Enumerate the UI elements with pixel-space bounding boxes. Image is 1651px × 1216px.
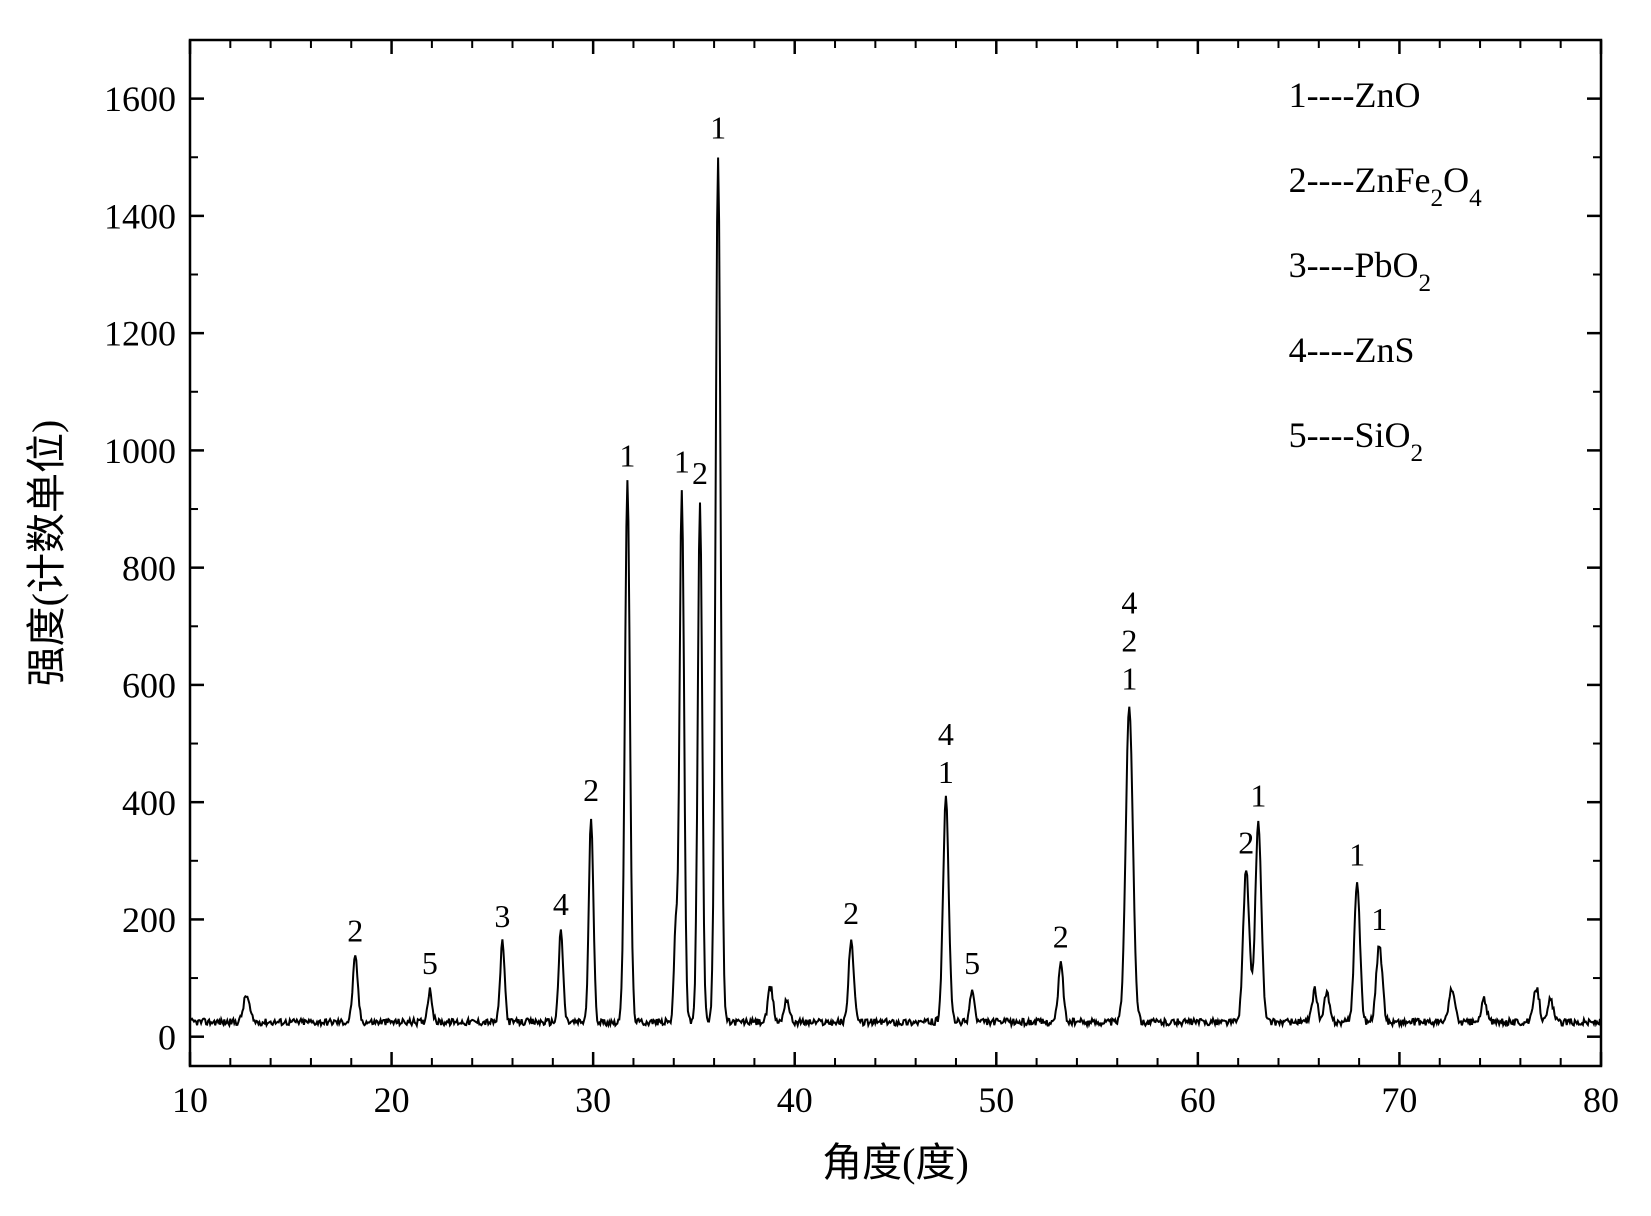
- peak-label: 1: [619, 438, 635, 474]
- svg-text:400: 400: [122, 783, 176, 823]
- peak-label: 1: [674, 444, 690, 480]
- peak-label: 2: [583, 772, 599, 808]
- peak-label: 4: [553, 886, 569, 922]
- peak-label: 1: [710, 109, 726, 145]
- svg-text:200: 200: [122, 900, 176, 940]
- svg-text:10: 10: [172, 1080, 208, 1120]
- peak-label: 5: [964, 945, 980, 981]
- peak-label: 2: [692, 455, 708, 491]
- peak-label: 1: [1250, 778, 1266, 814]
- chart-svg: 1020304050607080020040060080010001200140…: [0, 0, 1651, 1216]
- svg-text:0: 0: [158, 1017, 176, 1057]
- peak-label: 2: [1121, 622, 1137, 658]
- svg-text:70: 70: [1381, 1080, 1417, 1120]
- legend-item: 4----ZnS: [1289, 330, 1415, 370]
- svg-text:50: 50: [978, 1080, 1014, 1120]
- peak-label: 1: [1349, 836, 1365, 872]
- peak-label: 4: [1121, 584, 1137, 620]
- svg-text:1200: 1200: [104, 314, 176, 354]
- svg-text:40: 40: [777, 1080, 813, 1120]
- svg-text:80: 80: [1583, 1080, 1619, 1120]
- peak-label: 2: [1053, 918, 1069, 954]
- xrd-chart: 1020304050607080020040060080010001200140…: [0, 0, 1651, 1216]
- peak-label: 1: [1121, 660, 1137, 696]
- svg-text:800: 800: [122, 548, 176, 588]
- peak-label: 2: [1238, 825, 1254, 861]
- svg-text:20: 20: [374, 1080, 410, 1120]
- peak-label: 2: [347, 913, 363, 949]
- peak-label: 2: [843, 895, 859, 931]
- peak-label: 4: [938, 716, 954, 752]
- svg-text:1400: 1400: [104, 196, 176, 236]
- legend-item: 1----ZnO: [1289, 75, 1421, 115]
- svg-text:60: 60: [1180, 1080, 1216, 1120]
- svg-text:1600: 1600: [104, 79, 176, 119]
- x-axis-label: 角度(度): [822, 1140, 969, 1185]
- peak-label: 1: [938, 754, 954, 790]
- y-axis-label: 强度(计数单位): [24, 420, 69, 687]
- svg-text:1000: 1000: [104, 431, 176, 471]
- svg-text:30: 30: [575, 1080, 611, 1120]
- peak-label: 1: [1371, 901, 1387, 937]
- peak-label: 3: [494, 898, 510, 934]
- peak-label: 5: [422, 945, 438, 981]
- svg-text:600: 600: [122, 666, 176, 706]
